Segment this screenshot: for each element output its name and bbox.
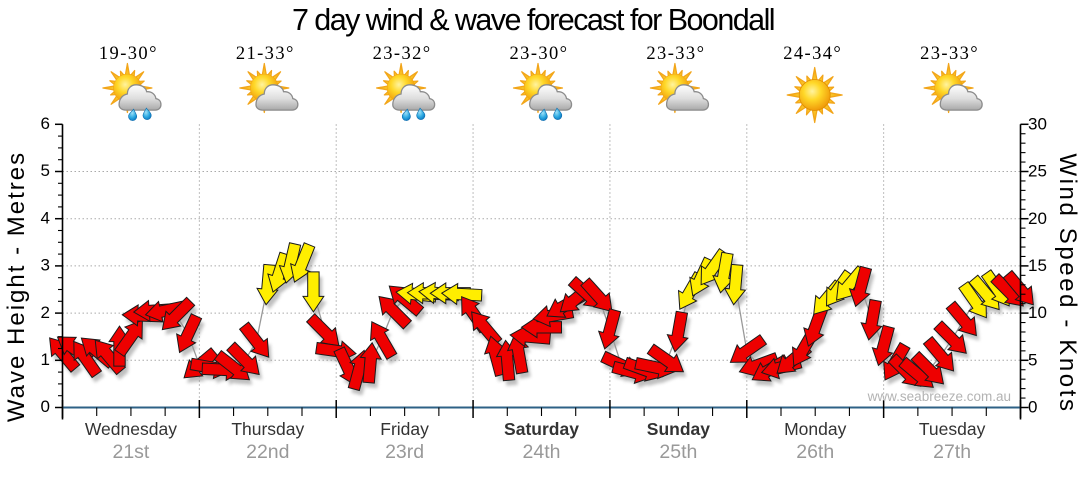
svg-text:0: 0 bbox=[41, 397, 50, 416]
svg-text:30: 30 bbox=[1028, 114, 1047, 133]
svg-text:7 day wind & wave forecast for: 7 day wind & wave forecast for Boondall bbox=[292, 3, 774, 37]
svg-text:Sunday: Sunday bbox=[647, 419, 710, 439]
svg-text:Monday: Monday bbox=[784, 419, 847, 439]
svg-text:24th: 24th bbox=[523, 441, 561, 463]
svg-text:Wednesday: Wednesday bbox=[85, 419, 177, 439]
svg-text:24-34°: 24-34° bbox=[783, 44, 842, 64]
svg-text:6: 6 bbox=[41, 114, 50, 133]
svg-text:2: 2 bbox=[41, 303, 50, 322]
svg-text:3: 3 bbox=[41, 256, 50, 275]
svg-text:23rd: 23rd bbox=[385, 441, 424, 463]
svg-text:23-33°: 23-33° bbox=[646, 44, 705, 64]
svg-text:4: 4 bbox=[41, 208, 50, 227]
svg-text:20: 20 bbox=[1028, 209, 1047, 228]
svg-text:Saturday: Saturday bbox=[504, 419, 579, 439]
svg-text:25th: 25th bbox=[659, 441, 697, 463]
svg-text:Tuesday: Tuesday bbox=[919, 419, 986, 439]
svg-text:23-33°: 23-33° bbox=[920, 44, 979, 64]
svg-text:Wave Height - Metres: Wave Height - Metres bbox=[3, 151, 30, 422]
svg-text:23-30°: 23-30° bbox=[510, 44, 569, 64]
svg-text:Thursday: Thursday bbox=[231, 419, 304, 439]
svg-text:21-33°: 21-33° bbox=[236, 44, 295, 64]
svg-text:0: 0 bbox=[1028, 398, 1037, 417]
svg-text:22nd: 22nd bbox=[246, 441, 289, 463]
svg-text:5: 5 bbox=[1028, 350, 1037, 369]
svg-text:5: 5 bbox=[41, 161, 50, 180]
svg-text:25: 25 bbox=[1028, 162, 1047, 181]
svg-text:21st: 21st bbox=[112, 441, 149, 463]
svg-text:23-32°: 23-32° bbox=[373, 44, 432, 64]
svg-text:15: 15 bbox=[1028, 256, 1047, 275]
svg-text:Friday: Friday bbox=[380, 419, 429, 439]
svg-text:www.seabreeze.com.au: www.seabreeze.com.au bbox=[867, 389, 1011, 404]
svg-text:27th: 27th bbox=[933, 441, 971, 463]
svg-text:10: 10 bbox=[1028, 303, 1047, 322]
svg-text:26th: 26th bbox=[796, 441, 834, 463]
svg-text:1: 1 bbox=[41, 350, 50, 369]
svg-text:19-30°: 19-30° bbox=[99, 44, 158, 64]
svg-text:Wind Speed - Knots: Wind Speed - Knots bbox=[1054, 153, 1080, 413]
